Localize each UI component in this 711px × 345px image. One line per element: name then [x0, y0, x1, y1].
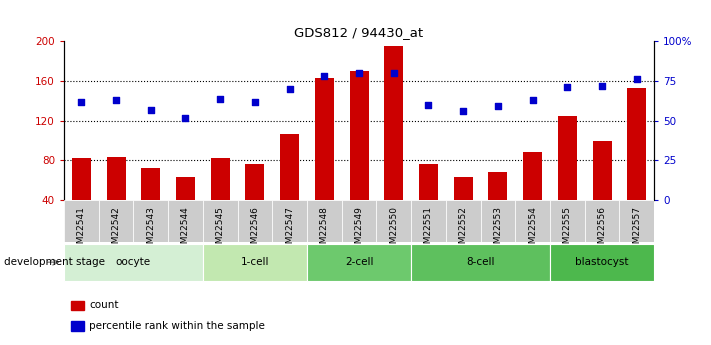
Point — [631, 77, 643, 82]
Bar — [481, 200, 515, 242]
Bar — [107, 157, 126, 200]
Bar — [515, 200, 550, 242]
Point — [145, 107, 156, 112]
Point — [180, 115, 191, 120]
Text: 1-cell: 1-cell — [240, 257, 269, 267]
Bar — [237, 200, 272, 242]
Bar — [134, 200, 168, 242]
Text: 8-cell: 8-cell — [466, 257, 495, 267]
Bar — [72, 158, 91, 200]
Point — [388, 70, 400, 76]
Bar — [627, 88, 646, 200]
Text: GSM22544: GSM22544 — [181, 206, 190, 255]
Text: GSM22553: GSM22553 — [493, 206, 503, 255]
Point — [110, 97, 122, 103]
Bar — [64, 200, 99, 242]
Bar — [411, 200, 446, 242]
Text: GSM22556: GSM22556 — [597, 206, 606, 255]
Bar — [419, 164, 438, 200]
Bar — [550, 244, 654, 281]
Bar — [446, 200, 481, 242]
Text: GSM22551: GSM22551 — [424, 206, 433, 255]
Point — [215, 96, 226, 101]
Text: GSM22554: GSM22554 — [528, 206, 537, 255]
Text: GSM22542: GSM22542 — [112, 206, 121, 255]
Text: GSM22557: GSM22557 — [632, 206, 641, 255]
Text: GSM22548: GSM22548 — [320, 206, 329, 255]
Text: 2-cell: 2-cell — [345, 257, 373, 267]
Text: percentile rank within the sample: percentile rank within the sample — [89, 321, 264, 331]
Point — [284, 86, 295, 92]
Bar — [523, 152, 542, 200]
Bar — [203, 244, 307, 281]
Bar — [307, 200, 342, 242]
Bar — [558, 116, 577, 200]
Point — [353, 70, 365, 76]
Text: oocyte: oocyte — [116, 257, 151, 267]
Bar — [384, 46, 403, 200]
Point — [562, 85, 573, 90]
Text: blastocyst: blastocyst — [575, 257, 629, 267]
Bar — [350, 71, 368, 200]
Bar — [71, 321, 84, 331]
Bar — [592, 141, 611, 200]
Point — [423, 102, 434, 108]
Bar — [550, 200, 584, 242]
Bar — [454, 177, 473, 200]
Bar — [411, 244, 550, 281]
Point — [492, 104, 503, 109]
Text: count: count — [89, 300, 118, 310]
Title: GDS812 / 94430_at: GDS812 / 94430_at — [294, 26, 424, 39]
Bar — [619, 200, 654, 242]
Bar — [307, 244, 411, 281]
Bar — [488, 172, 508, 200]
Text: GSM22541: GSM22541 — [77, 206, 86, 255]
Text: GSM22545: GSM22545 — [215, 206, 225, 255]
Text: GSM22549: GSM22549 — [355, 206, 363, 255]
Text: GSM22550: GSM22550 — [389, 206, 398, 255]
Bar — [99, 200, 134, 242]
Bar — [315, 78, 334, 200]
Point — [75, 99, 87, 105]
Point — [250, 99, 261, 105]
Bar — [376, 200, 411, 242]
Bar — [210, 158, 230, 200]
Point — [457, 108, 469, 114]
Bar — [245, 164, 264, 200]
Point — [319, 73, 330, 79]
Bar — [584, 200, 619, 242]
Text: development stage: development stage — [4, 257, 105, 267]
Bar — [141, 168, 160, 200]
Point — [527, 97, 538, 103]
Point — [597, 83, 608, 89]
Bar — [280, 134, 299, 200]
Bar — [203, 200, 237, 242]
Bar — [342, 200, 376, 242]
Bar — [272, 200, 307, 242]
Text: GSM22546: GSM22546 — [250, 206, 260, 255]
Text: GSM22547: GSM22547 — [285, 206, 294, 255]
Bar — [71, 300, 84, 310]
Bar — [64, 244, 203, 281]
Text: GSM22552: GSM22552 — [459, 206, 468, 255]
Bar — [176, 177, 195, 200]
Text: GSM22543: GSM22543 — [146, 206, 155, 255]
Text: GSM22555: GSM22555 — [563, 206, 572, 255]
Bar — [168, 200, 203, 242]
